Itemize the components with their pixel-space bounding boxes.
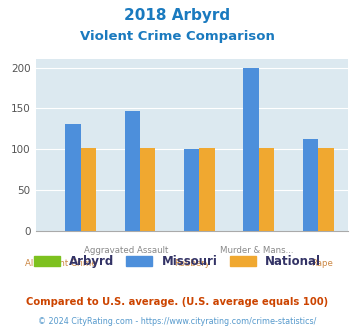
Bar	[244, 68, 259, 231]
Text: 2018 Arbyrd: 2018 Arbyrd	[125, 8, 230, 23]
Bar	[65, 124, 81, 231]
Legend: Arbyrd, Missouri, National: Arbyrd, Missouri, National	[29, 250, 326, 273]
Text: Aggravated Assault: Aggravated Assault	[84, 246, 169, 255]
Text: Compared to U.S. average. (U.S. average equals 100): Compared to U.S. average. (U.S. average …	[26, 297, 329, 307]
Text: © 2024 CityRating.com - https://www.cityrating.com/crime-statistics/: © 2024 CityRating.com - https://www.city…	[38, 317, 317, 326]
Bar	[184, 149, 200, 231]
Text: All Violent Crime: All Violent Crime	[25, 259, 97, 268]
Bar	[259, 148, 274, 231]
Bar	[81, 148, 96, 231]
Bar	[303, 139, 318, 231]
Bar	[200, 148, 215, 231]
Bar	[318, 148, 334, 231]
Text: Violent Crime Comparison: Violent Crime Comparison	[80, 30, 275, 43]
Text: Murder & Mans...: Murder & Mans...	[220, 246, 294, 255]
Text: Robbery: Robbery	[174, 259, 210, 268]
Text: Rape: Rape	[311, 259, 333, 268]
Bar	[140, 148, 155, 231]
Bar	[125, 111, 140, 231]
